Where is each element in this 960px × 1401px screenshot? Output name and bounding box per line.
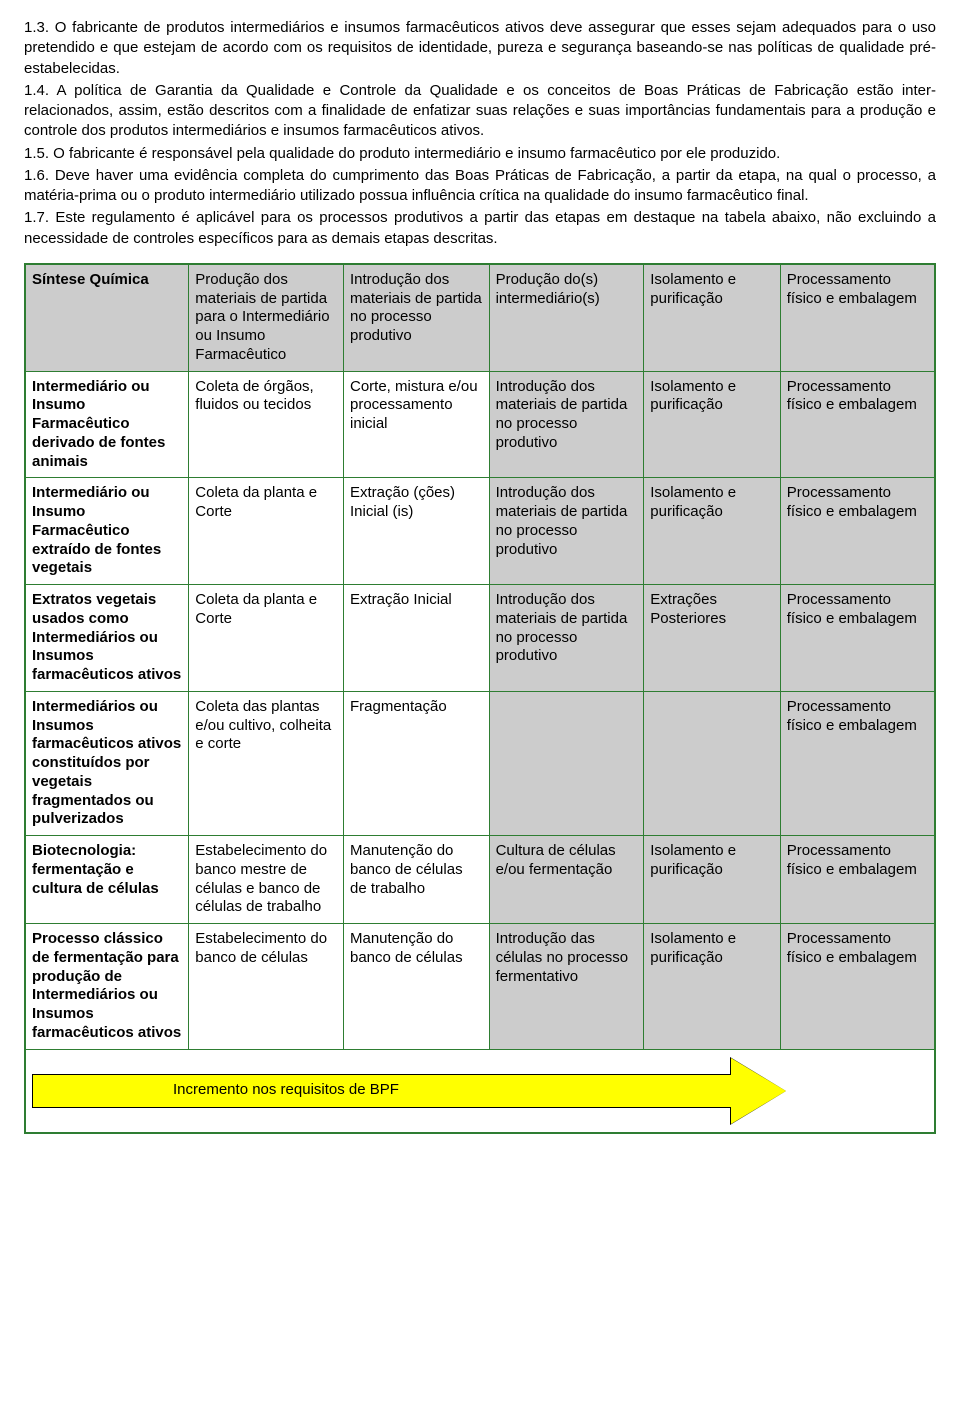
- table-cell: Processamento físico e embalagem: [780, 691, 935, 835]
- table-cell: Processamento físico e embalagem: [780, 264, 935, 371]
- table-row: Biotecnologia: fermentação e cultura de …: [25, 836, 935, 924]
- table-cell: Isolamento e purificação: [644, 478, 781, 585]
- table-cell: Isolamento e purificação: [644, 924, 781, 1050]
- paragraph-2: 1.4. A política de Garantia da Qualidade…: [24, 81, 936, 142]
- table-cell: Processamento físico e embalagem: [780, 836, 935, 924]
- table-row: Intermediário ou Insumo Farmacêutico ext…: [25, 478, 935, 585]
- arrow-head: [731, 1058, 786, 1124]
- paragraphs: 1.3. O fabricante de produtos intermediá…: [24, 18, 936, 249]
- table-cell: Introdução dos materiais de partida no p…: [489, 585, 644, 692]
- table-cell: Coleta de órgãos, fluidos ou tecidos: [189, 371, 344, 478]
- table-cell: Coleta da planta e Corte: [189, 478, 344, 585]
- table-cell: Introdução dos materiais de partida no p…: [343, 264, 489, 371]
- table-row: Intermediário ou Insumo Farmacêutico der…: [25, 371, 935, 478]
- table-cell: Estabelecimento do banco de células: [189, 924, 344, 1050]
- table-cell: Cultura de células e/ou fermentação: [489, 836, 644, 924]
- table-cell: Isolamento e purificação: [644, 836, 781, 924]
- table-cell: Extratos vegetais usados como Intermediá…: [25, 585, 189, 692]
- table-cell: Introdução dos materiais de partida no p…: [489, 371, 644, 478]
- table-cell: Processamento físico e embalagem: [780, 924, 935, 1050]
- table-cell: Estabelecimento do banco mestre de célul…: [189, 836, 344, 924]
- paragraph-5: 1.7. Este regulamento é aplicável para o…: [24, 208, 936, 249]
- table-row: Extratos vegetais usados como Intermediá…: [25, 585, 935, 692]
- table-cell: Manutenção do banco de células: [343, 924, 489, 1050]
- table-cell: Intermediário ou Insumo Farmacêutico der…: [25, 371, 189, 478]
- table-cell: Coleta da planta e Corte: [189, 585, 344, 692]
- table-cell: Introdução dos materiais de partida no p…: [489, 478, 644, 585]
- table-cell: Intermediário ou Insumo Farmacêutico ext…: [25, 478, 189, 585]
- table-cell: Extração Inicial: [343, 585, 489, 692]
- table-row: Intermediários ou Insumos farmacêuticos …: [25, 691, 935, 835]
- table-cell: Extração (ções) Inicial (is): [343, 478, 489, 585]
- table-cell: Biotecnologia: fermentação e cultura de …: [25, 836, 189, 924]
- table-cell: Processamento físico e embalagem: [780, 585, 935, 692]
- table-cell: [489, 691, 644, 835]
- table-cell: Introdução das células no processo ferme…: [489, 924, 644, 1050]
- table-cell: Corte, mistura e/ou processamento inicia…: [343, 371, 489, 478]
- table-cell: Síntese Química: [25, 264, 189, 371]
- process-table: Síntese QuímicaProdução dos materiais de…: [24, 263, 936, 1134]
- table-cell: Produção dos materiais de partida para o…: [189, 264, 344, 371]
- paragraph-1: 1.3. O fabricante de produtos intermediá…: [24, 18, 936, 79]
- table-cell: Fragmentação: [343, 691, 489, 835]
- table-cell: Extrações Posteriores: [644, 585, 781, 692]
- table-cell: Processamento físico e embalagem: [780, 478, 935, 585]
- table-cell: Isolamento e purificação: [644, 371, 781, 478]
- table-cell: Intermediários ou Insumos farmacêuticos …: [25, 691, 189, 835]
- table-cell: Processamento físico e embalagem: [780, 371, 935, 478]
- table-cell: [644, 691, 781, 835]
- arrow-cell: Incremento nos requisitos de BPF: [25, 1049, 935, 1133]
- table-row: Processo clássico de fermentação para pr…: [25, 924, 935, 1050]
- paragraph-3: 1.5. O fabricante é responsável pela qua…: [24, 144, 936, 164]
- bpf-arrow: Incremento nos requisitos de BPF: [32, 1056, 928, 1126]
- table-cell: Processo clássico de fermentação para pr…: [25, 924, 189, 1050]
- arrow-body: Incremento nos requisitos de BPF: [32, 1074, 731, 1108]
- table-cell: Coleta das plantas e/ou cultivo, colheit…: [189, 691, 344, 835]
- table-row: Síntese QuímicaProdução dos materiais de…: [25, 264, 935, 371]
- table-cell: Isolamento e purificação: [644, 264, 781, 371]
- paragraph-4: 1.6. Deve haver uma evidência completa d…: [24, 166, 936, 207]
- table-cell: Produção do(s) intermediário(s): [489, 264, 644, 371]
- arrow-row: Incremento nos requisitos de BPF: [25, 1049, 935, 1133]
- table-cell: Manutenção do banco de células de trabal…: [343, 836, 489, 924]
